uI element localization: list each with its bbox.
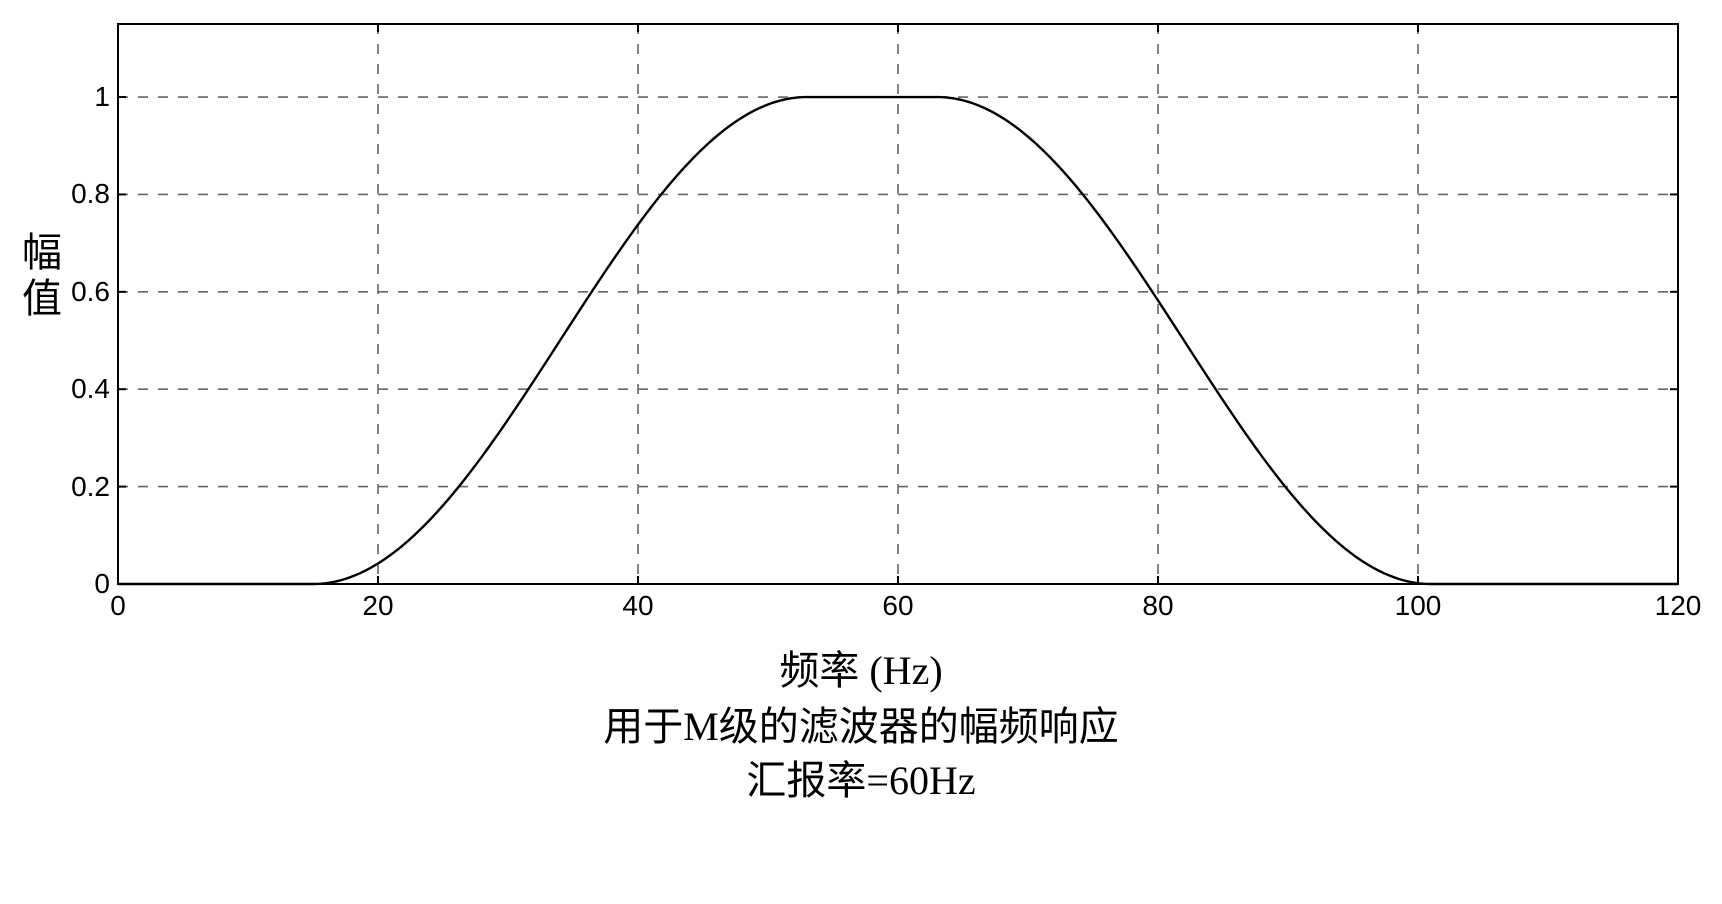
y-tick-label: 0 bbox=[94, 568, 110, 600]
x-tick-label: 80 bbox=[1128, 590, 1188, 622]
caption-line-2: 汇报率=60Hz bbox=[746, 758, 975, 803]
caption-line-1: 用于M级的滤波器的幅频响应 bbox=[603, 704, 1119, 749]
x-tick-label: 100 bbox=[1388, 590, 1448, 622]
x-axis-label: 频率 (Hz) bbox=[0, 638, 1722, 696]
chart-caption: 用于M级的滤波器的幅频响应 汇报率=60Hz bbox=[0, 700, 1722, 808]
y-tick-label: 0.2 bbox=[71, 471, 110, 503]
y-tick-label: 0.8 bbox=[71, 178, 110, 210]
y-tick-label: 1 bbox=[94, 81, 110, 113]
x-tick-label: 120 bbox=[1648, 590, 1708, 622]
x-axis-label-text: 频率 (Hz) bbox=[779, 648, 942, 693]
y-axis-label-text: 幅 值 bbox=[22, 230, 62, 321]
y-tick-label: 0.4 bbox=[71, 373, 110, 405]
y-axis-label: 幅 值 bbox=[12, 230, 72, 322]
x-tick-label: 40 bbox=[608, 590, 668, 622]
chart-container: 幅 值 频率 (Hz) 用于M级的滤波器的幅频响应 汇报率=60Hz 0 20 40… bbox=[0, 0, 1722, 904]
chart-svg bbox=[0, 0, 1722, 620]
x-tick-label: 60 bbox=[868, 590, 928, 622]
x-tick-label: 20 bbox=[348, 590, 408, 622]
y-tick-label: 0.6 bbox=[71, 276, 110, 308]
